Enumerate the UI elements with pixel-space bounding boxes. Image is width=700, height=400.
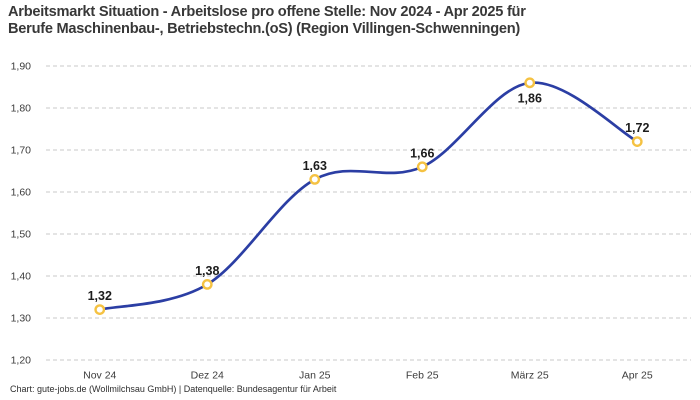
y-tick-label: 1,80 [11, 103, 32, 115]
y-tick-label: 1,40 [11, 271, 32, 283]
data-point-label: 1,86 [518, 91, 542, 105]
chart-title-line-1: Arbeitsmarkt Situation - Arbeitslose pro… [8, 4, 526, 20]
x-tick-label: März 25 [511, 370, 549, 382]
chart-credit: Chart: gute-jobs.de (Wollmilchsau GmbH) … [10, 384, 337, 394]
data-point-marker [416, 161, 428, 173]
data-point-label: 1,38 [195, 264, 219, 278]
data-point-marker [524, 77, 536, 89]
y-tick-label: 1,60 [11, 187, 32, 199]
data-point-marker [631, 136, 643, 148]
y-tick-label: 1,20 [11, 355, 32, 367]
data-point-label: 1,66 [410, 146, 434, 160]
x-tick-label: Apr 25 [622, 370, 653, 382]
data-point-marker [201, 278, 213, 290]
data-point-label: 1,72 [625, 121, 649, 135]
x-tick-label: Dez 24 [191, 370, 224, 382]
x-tick-label: Nov 24 [83, 370, 116, 382]
data-point-marker [94, 304, 106, 315]
x-tick-label: Jan 25 [299, 370, 331, 382]
data-point-label: 1,63 [303, 159, 327, 173]
y-tick-label: 1,30 [11, 313, 32, 325]
chart-title-line-2: Berufe Maschinenbau-, Betriebstechn.(oS)… [8, 21, 521, 37]
data-point-marker [309, 173, 321, 185]
chart-title: Arbeitsmarkt Situation - Arbeitslose pro… [8, 4, 680, 38]
y-tick-label: 1,90 [11, 61, 32, 73]
y-tick-label: 1,50 [11, 229, 32, 241]
data-point-label: 1,32 [88, 289, 112, 303]
y-tick-label: 1,70 [11, 145, 32, 157]
x-tick-label: Feb 25 [406, 370, 439, 382]
